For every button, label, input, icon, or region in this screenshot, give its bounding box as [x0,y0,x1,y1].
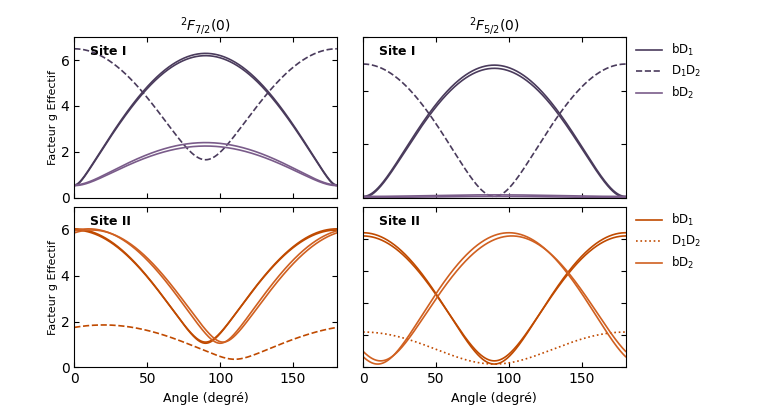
bD$_1$ [563,123,572,128]
bD$_2$ [465,193,474,198]
bD$_1$ [490,63,499,68]
bD$_1$ [539,305,548,310]
bD$_2$ [564,272,573,277]
D$_1$D$_2$ [358,330,368,334]
D$_1$D$_2$ [563,341,572,346]
D$_1$D$_2$ [539,135,548,140]
bD$_2$ [474,242,483,247]
Line: bD$_2$: bD$_2$ [363,233,626,364]
bD$_1$ [465,342,474,347]
D$_1$D$_2$ [539,350,548,355]
bD$_2$ [563,193,572,198]
bD$_1$ [621,194,630,199]
bD$_2$ [569,278,578,283]
D$_1$D$_2$ [568,94,577,99]
bD$_1$ [386,239,395,244]
D$_1$D$_2$ [386,332,395,337]
D$_1$D$_2$ [568,339,577,344]
D$_1$D$_2$ [474,185,483,190]
X-axis label: Angle (degré): Angle (degré) [163,392,249,405]
bD$_2$ [504,230,514,235]
D$_1$D$_2$ [490,361,499,366]
X-axis label: Angle (degré): Angle (degré) [451,392,537,405]
bD$_1$ [621,230,630,235]
bD$_2$ [539,245,548,250]
D$_1$D$_2$ [474,360,483,365]
bD$_2$ [621,354,630,359]
Legend: bD$_1$, D$_1$D$_2$, bD$_2$: bD$_1$, D$_1$D$_2$, bD$_2$ [631,207,706,276]
bD$_2$ [358,354,368,359]
bD$_2$ [490,192,499,197]
D$_1$D$_2$ [465,358,474,363]
bD$_2$ [373,361,382,366]
bD$_1$ [474,353,483,358]
bD$_1$ [563,270,572,275]
Y-axis label: Facteur g Effectif: Facteur g Effectif [48,70,58,165]
bD$_1$ [358,230,368,235]
bD$_1$ [539,91,548,96]
bD$_1$ [386,170,395,175]
Text: Site II: Site II [378,215,420,228]
D$_1$D$_2$ [563,100,572,105]
bD$_2$ [358,194,368,199]
Line: D$_1$D$_2$: D$_1$D$_2$ [363,332,626,364]
Line: bD$_2$: bD$_2$ [363,195,626,196]
Line: D$_1$D$_2$: D$_1$D$_2$ [363,64,626,196]
D$_1$D$_2$ [621,61,630,66]
Line: bD$_1$: bD$_1$ [363,65,626,196]
bD$_1$ [490,361,499,366]
bD$_1$ [568,264,577,269]
Text: Site I: Site I [90,45,127,59]
bD$_2$ [568,193,577,198]
Title: $^2F_{5/2}(0)$: $^2F_{5/2}(0)$ [469,16,520,37]
bD$_2$ [386,194,395,199]
bD$_2$ [386,356,395,361]
bD$_2$ [465,249,474,254]
bD$_2$ [474,193,483,198]
Line: bD$_1$: bD$_1$ [363,233,626,364]
bD$_2$ [539,193,548,198]
D$_1$D$_2$ [465,173,474,178]
bD$_2$ [621,194,630,199]
D$_1$D$_2$ [386,70,395,75]
Y-axis label: Facteur g Effectif: Facteur g Effectif [48,240,58,334]
Title: $^2F_{7/2}(0)$: $^2F_{7/2}(0)$ [180,16,231,37]
bD$_1$ [568,130,577,135]
bD$_1$ [474,66,483,71]
D$_1$D$_2$ [358,61,368,66]
bD$_1$ [465,70,474,75]
Text: Site I: Site I [378,45,415,59]
D$_1$D$_2$ [621,330,630,334]
D$_1$D$_2$ [490,194,499,199]
Legend: bD$_1$, D$_1$D$_2$, bD$_2$: bD$_1$, D$_1$D$_2$, bD$_2$ [631,37,706,106]
Text: Site II: Site II [90,215,131,228]
bD$_1$ [358,194,368,199]
